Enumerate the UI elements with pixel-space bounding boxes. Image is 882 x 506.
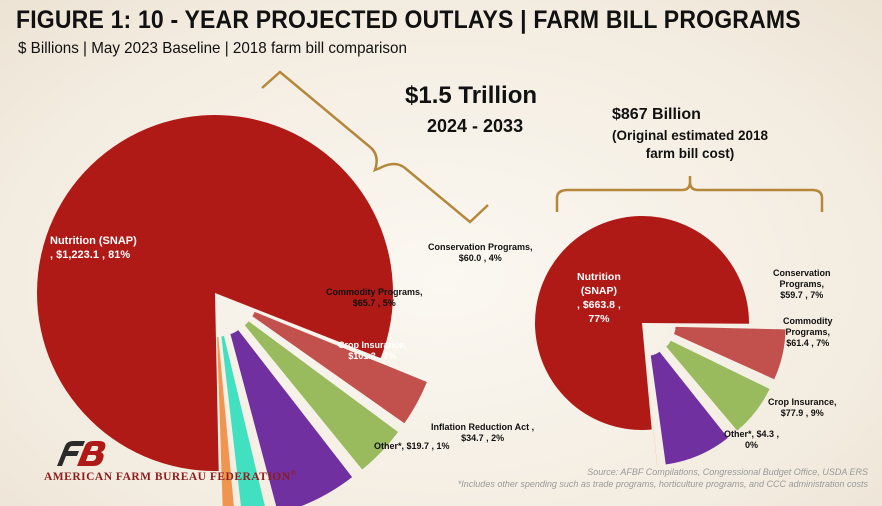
farm-bureau-logo-icon [57, 441, 106, 466]
pie1-slice-commodity-programs [244, 321, 399, 470]
chart1-bracket [261, 70, 489, 224]
source-note: Source: AFBF Compilations, Congressional… [457, 467, 868, 489]
pie1-slice-crop-insurance [230, 330, 353, 506]
chart2-label-other: Other*, $4.3 , 0% [724, 429, 780, 450]
pie1-slice-inflation-reduction-act [221, 336, 265, 506]
org-name: AMERICAN FARM BUREAU FEDERATION® [44, 469, 297, 483]
pie2-slice-commodity-programs [666, 340, 770, 431]
chart1-label-other: Other*, $19.7 , 1% [374, 441, 450, 451]
chart2-label-commodity: Commodity Programs, $61.4 , 7% [783, 316, 833, 348]
chart1-label-crop: Crop Insurance, $101.3 , 7% [338, 340, 407, 361]
chart1-title: $1.5 Trillion [405, 82, 538, 109]
pie2-slice-conservation-programs [674, 326, 786, 380]
chart1-pie [37, 114, 427, 506]
pie1-slice-conservation-programs [252, 311, 427, 424]
chart2-pie [535, 216, 786, 467]
chart1-subtitle: 2024 - 2033 [427, 116, 524, 136]
pie1-slice-other [217, 336, 234, 506]
page-title: FIGURE 1: 10 - YEAR PROJECTED OUTLAYS | … [16, 6, 801, 34]
chart1-label-commodity: Commodity Programs, $65.7 , 5% [326, 287, 423, 308]
chart1-label-conservation: Conservation Programs, $60.0 , 4% [428, 242, 533, 263]
pie2-slice-crop-insurance [650, 351, 728, 465]
pie2-slice-other [645, 356, 658, 467]
pie1-slice-snap [37, 114, 394, 471]
chart2-bracket [555, 176, 824, 212]
pie2-slice-snap [535, 216, 749, 431]
chart2-subtitle: (Original estimated 2018 farm bill cost) [611, 128, 769, 161]
chart2-label-conservation: Conservation Programs, $59.7 , 7% [773, 268, 831, 300]
chart2-label-crop: Crop Insurance, $77.9 , 9% [768, 397, 837, 418]
chart2-title: $867 Billion [612, 106, 701, 123]
chart2-label-snap: Nutrition (SNAP) , $663.8 , 77% [577, 271, 621, 325]
page-subtitle: $ Billions | May 2023 Baseline | 2018 fa… [18, 40, 407, 57]
chart1-label-ira: Inflation Reduction Act , $34.7 , 2% [431, 422, 535, 443]
chart1-label-snap: Nutrition (SNAP) , $1,223.1 , 81% [50, 235, 137, 261]
